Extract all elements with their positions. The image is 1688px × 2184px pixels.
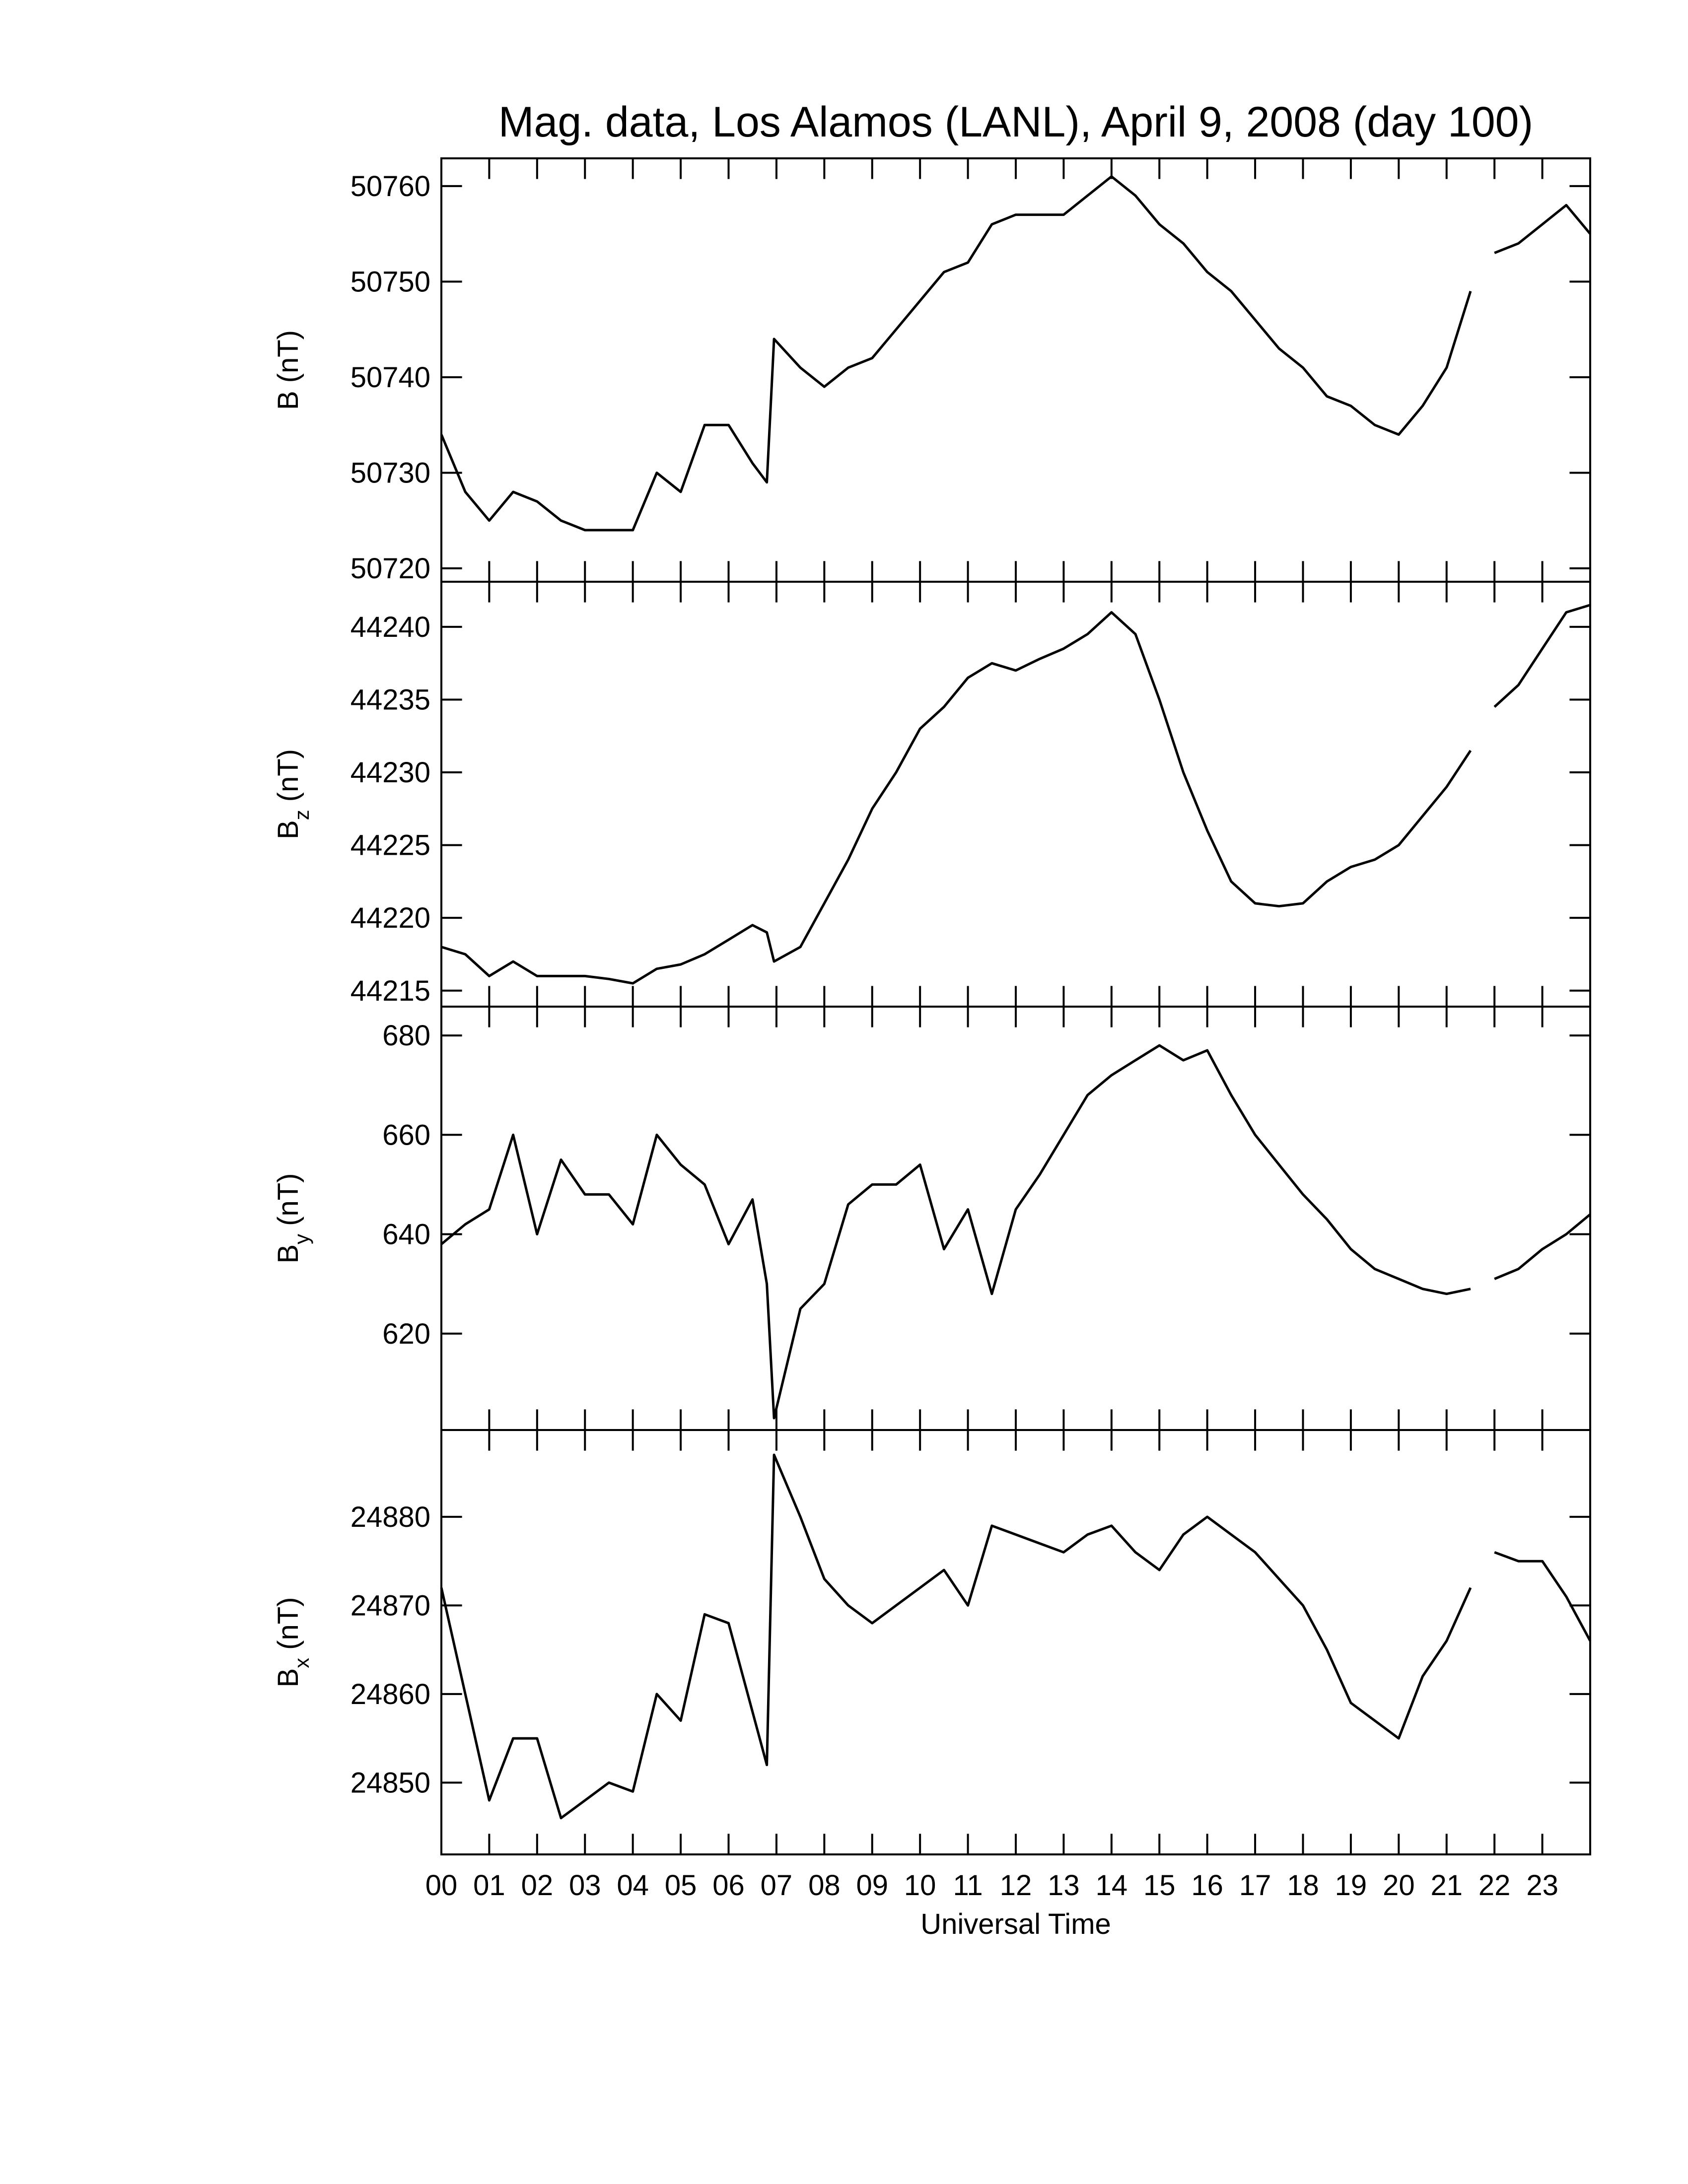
y-label-main: B bbox=[272, 820, 304, 839]
x-tick-label: 16 bbox=[1191, 1869, 1223, 1902]
x-tick-label: 11 bbox=[953, 1869, 983, 1902]
y-tick-label: 24880 bbox=[351, 1501, 430, 1533]
y-tick-label: 44235 bbox=[351, 683, 430, 716]
x-tick-label: 08 bbox=[808, 1869, 841, 1902]
y-label-main: B bbox=[272, 1244, 304, 1264]
y-label-unit: (nT) bbox=[272, 330, 304, 383]
y-tick-label: 640 bbox=[382, 1219, 430, 1251]
x-tick-label: 06 bbox=[712, 1869, 745, 1902]
plot-frame bbox=[440, 1429, 1591, 1855]
plot-frame bbox=[440, 157, 1591, 583]
y-tick-label: 24850 bbox=[351, 1767, 430, 1799]
x-tick-label: 00 bbox=[425, 1869, 458, 1902]
x-axis-label: Universal Time bbox=[920, 1908, 1111, 1940]
y-label-main: B bbox=[272, 391, 304, 410]
x-tick-label: 13 bbox=[1048, 1869, 1080, 1902]
y-label-main: B bbox=[272, 1668, 304, 1688]
y-tick-label: 44220 bbox=[351, 902, 430, 934]
x-tick-label: 01 bbox=[473, 1869, 505, 1902]
y-tick-label: 44215 bbox=[351, 975, 430, 1007]
y-axis-label: B (nT) bbox=[272, 330, 304, 410]
x-tick-label: 22 bbox=[1478, 1869, 1511, 1902]
x-tick-label: 09 bbox=[856, 1869, 888, 1902]
y-tick-label: 660 bbox=[382, 1119, 430, 1151]
x-tick-label: 23 bbox=[1526, 1869, 1558, 1902]
y-tick-label: 50750 bbox=[351, 266, 430, 298]
y-label-sub: x bbox=[290, 1658, 313, 1668]
y-tick-label: 44225 bbox=[351, 829, 430, 862]
y-label-unit: (nT) bbox=[272, 749, 304, 802]
x-tick-label: 18 bbox=[1287, 1869, 1319, 1902]
plot-frame bbox=[440, 581, 1591, 1008]
x-tick-label: 04 bbox=[617, 1869, 649, 1902]
x-tick-label: 21 bbox=[1430, 1869, 1463, 1902]
x-tick-label: 19 bbox=[1335, 1869, 1367, 1902]
data-line bbox=[440, 1044, 1591, 1420]
x-tick-label: 05 bbox=[665, 1869, 697, 1902]
x-tick-label: 07 bbox=[761, 1869, 793, 1902]
y-tick-label: 24870 bbox=[351, 1589, 430, 1622]
y-axis-label: By (nT) bbox=[272, 1173, 313, 1263]
y-label-unit: (nT) bbox=[272, 1597, 304, 1649]
y-tick-label: 680 bbox=[382, 1020, 430, 1052]
x-tick-label: 14 bbox=[1096, 1869, 1128, 1902]
y-tick-label: 44240 bbox=[351, 611, 430, 643]
y-label-sub: y bbox=[290, 1234, 313, 1244]
x-tick-label: 17 bbox=[1239, 1869, 1271, 1902]
y-tick-label: 50760 bbox=[351, 170, 430, 203]
y-tick-label: 50720 bbox=[351, 552, 430, 585]
chart-title: Mag. data, Los Alamos (LANL), April 9, 2… bbox=[498, 98, 1533, 146]
y-label-unit: (nT) bbox=[272, 1173, 304, 1226]
y-tick-label: 50740 bbox=[351, 361, 430, 394]
x-tick-label: 12 bbox=[1000, 1869, 1032, 1902]
data-line bbox=[440, 175, 1591, 532]
x-tick-label: 02 bbox=[521, 1869, 554, 1902]
y-tick-label: 24860 bbox=[351, 1678, 430, 1710]
y-tick-label: 50730 bbox=[351, 457, 430, 489]
y-label-sub: z bbox=[290, 810, 313, 820]
x-tick-label: 20 bbox=[1383, 1869, 1415, 1902]
data-line bbox=[441, 604, 1591, 985]
data-line bbox=[440, 1453, 1592, 1820]
plot-frame bbox=[440, 1006, 1591, 1431]
y-axis-label: Bx (nT) bbox=[272, 1597, 313, 1687]
y-tick-label: 44230 bbox=[351, 756, 430, 789]
x-tick-label: 10 bbox=[904, 1869, 936, 1902]
x-tick-label: 03 bbox=[569, 1869, 601, 1902]
y-axis-label: Bz (nT) bbox=[272, 749, 313, 839]
x-tick-label: 15 bbox=[1143, 1869, 1176, 1902]
y-tick-label: 620 bbox=[382, 1318, 430, 1350]
